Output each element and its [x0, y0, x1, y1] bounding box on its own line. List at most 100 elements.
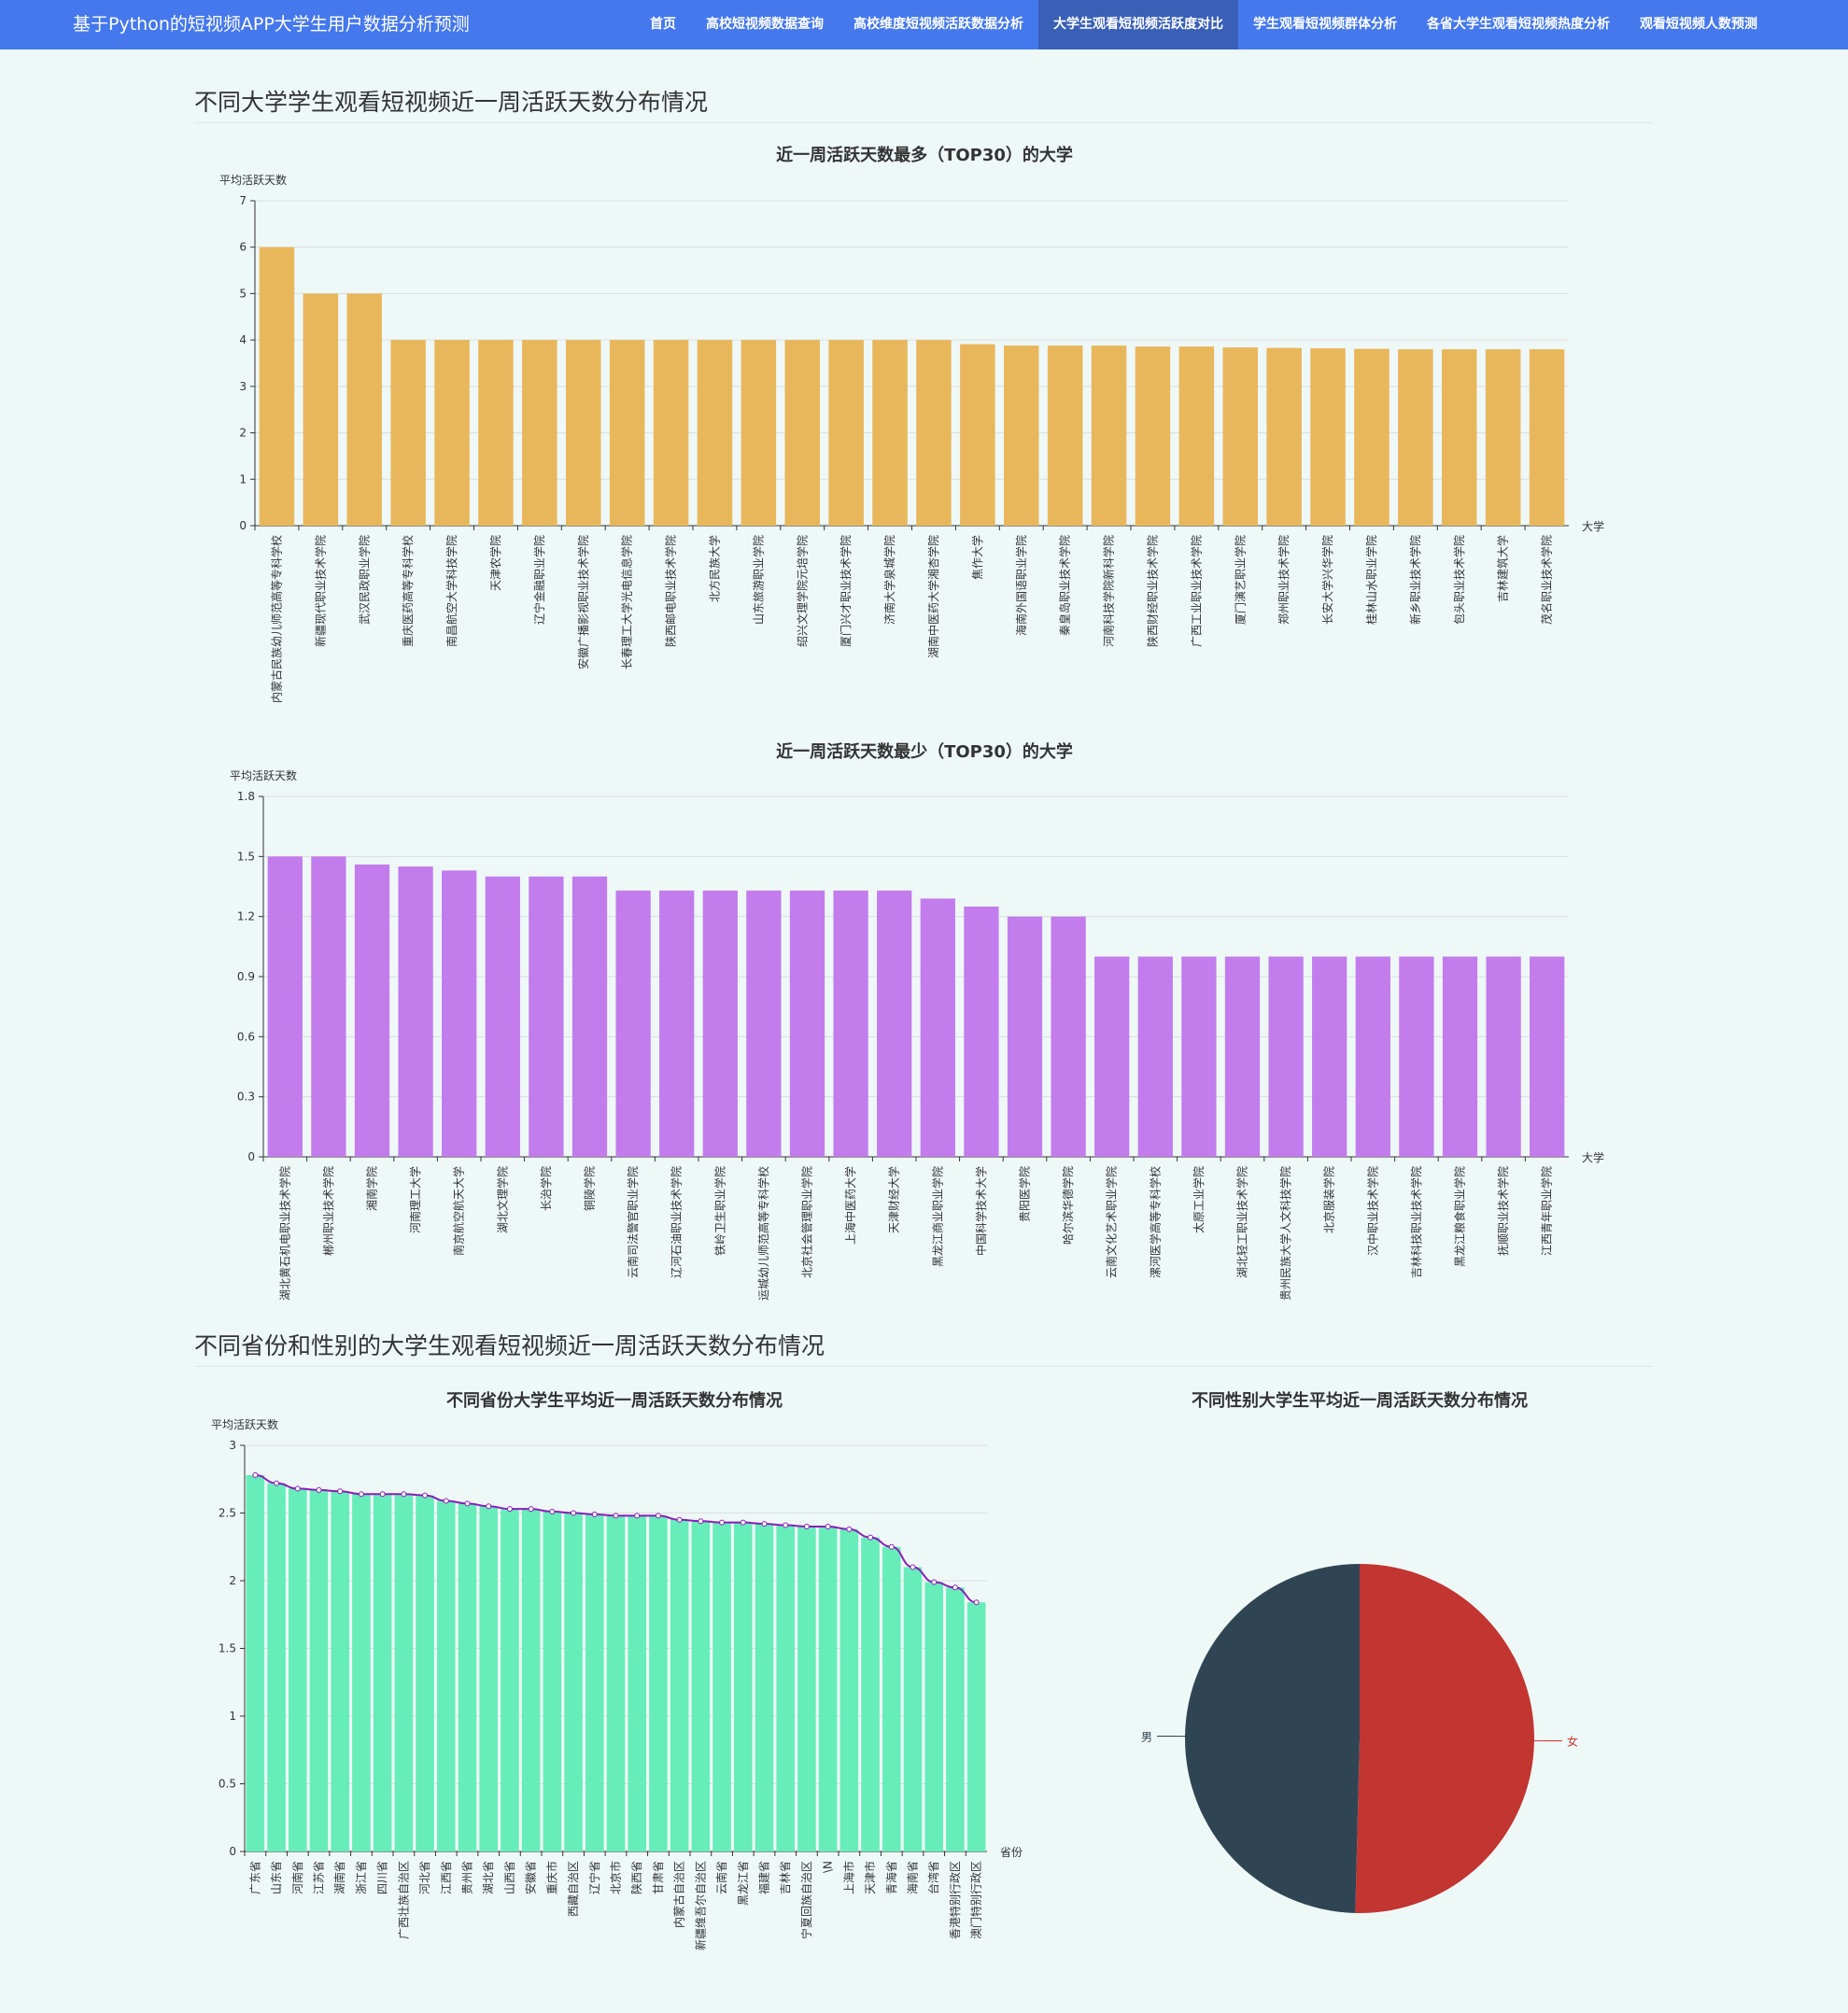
bar[interactable]	[331, 1491, 349, 1851]
bar[interactable]	[741, 340, 777, 526]
bar[interactable]	[394, 1494, 414, 1851]
bar[interactable]	[746, 890, 782, 1157]
bar[interactable]	[416, 1495, 434, 1851]
bar[interactable]	[697, 340, 733, 526]
bar[interactable]	[1266, 347, 1302, 526]
bar[interactable]	[1485, 349, 1521, 526]
bar[interactable]	[267, 1483, 286, 1851]
nav-item[interactable]: 高校短视频数据查询	[706, 17, 824, 32]
line-point[interactable]	[506, 1506, 513, 1513]
bar[interactable]	[585, 1513, 604, 1851]
bar[interactable]	[789, 890, 825, 1157]
bar[interactable]	[564, 1513, 583, 1852]
line-point[interactable]	[931, 1579, 938, 1585]
bar[interactable]	[903, 1567, 923, 1852]
line-point[interactable]	[825, 1524, 831, 1529]
bar[interactable]	[1224, 956, 1261, 1157]
line-point[interactable]	[549, 1509, 556, 1515]
bar[interactable]	[1268, 956, 1304, 1157]
bar[interactable]	[529, 876, 564, 1157]
bar[interactable]	[352, 1494, 371, 1851]
bar[interactable]	[653, 340, 689, 526]
bar[interactable]	[289, 1488, 307, 1851]
bar[interactable]	[1354, 348, 1390, 526]
bar[interactable]	[691, 1521, 711, 1851]
bar[interactable]	[571, 876, 608, 1157]
bar[interactable]	[924, 1582, 943, 1851]
bar[interactable]	[354, 864, 390, 1157]
bar[interactable]	[309, 1489, 329, 1851]
bar[interactable]	[839, 1528, 859, 1851]
bar[interactable]	[964, 906, 999, 1157]
line-point[interactable]	[846, 1526, 853, 1532]
bar[interactable]	[628, 1515, 646, 1851]
line-point[interactable]	[740, 1519, 746, 1526]
bar[interactable]	[712, 1522, 731, 1851]
bar[interactable]	[861, 1537, 880, 1851]
line-point[interactable]	[591, 1511, 598, 1517]
bar[interactable]	[920, 898, 955, 1157]
bar[interactable]	[784, 340, 821, 526]
bar[interactable]	[543, 1512, 562, 1851]
line-point[interactable]	[379, 1491, 386, 1498]
bar[interactable]	[267, 856, 303, 1157]
bar[interactable]	[960, 344, 995, 526]
bar[interactable]	[522, 340, 557, 526]
bar[interactable]	[373, 1494, 392, 1851]
bar[interactable]	[609, 340, 645, 526]
bar[interactable]	[1398, 349, 1433, 526]
bar[interactable]	[828, 340, 864, 526]
bar[interactable]	[521, 1509, 541, 1851]
bar[interactable]	[734, 1522, 753, 1851]
line-point[interactable]	[613, 1513, 619, 1519]
bar[interactable]	[755, 1524, 774, 1851]
bar[interactable]	[458, 1503, 477, 1851]
line-point[interactable]	[337, 1488, 344, 1495]
bar[interactable]	[1310, 348, 1346, 526]
bar[interactable]	[966, 1602, 986, 1851]
line-point[interactable]	[803, 1524, 810, 1529]
bar[interactable]	[872, 340, 908, 526]
bar[interactable]	[649, 1515, 668, 1851]
bar[interactable]	[1222, 347, 1259, 526]
bar[interactable]	[303, 293, 339, 526]
line-point[interactable]	[761, 1521, 768, 1527]
line-point[interactable]	[698, 1518, 704, 1525]
bar[interactable]	[1003, 345, 1039, 526]
bar[interactable]	[442, 870, 477, 1157]
line-point[interactable]	[719, 1519, 726, 1526]
line-point[interactable]	[676, 1516, 683, 1523]
bar[interactable]	[1137, 956, 1173, 1157]
nav-item[interactable]: 学生观看短视频群体分析	[1253, 17, 1397, 32]
bar[interactable]	[398, 866, 433, 1157]
bar[interactable]	[833, 890, 868, 1157]
bar[interactable]	[1486, 956, 1521, 1157]
line-point[interactable]	[358, 1491, 364, 1498]
nav-item[interactable]: 大学生观看短视频活跃度对比	[1038, 0, 1238, 49]
line-point[interactable]	[422, 1492, 429, 1499]
line-point[interactable]	[952, 1584, 958, 1591]
line-point[interactable]	[571, 1510, 577, 1516]
nav-item[interactable]: 首页	[650, 17, 676, 32]
bar[interactable]	[346, 293, 383, 526]
line-point[interactable]	[486, 1503, 492, 1510]
bar[interactable]	[479, 1506, 498, 1851]
nav-item[interactable]: 各省大学生观看短视频热度分析	[1427, 17, 1610, 32]
line-point[interactable]	[252, 1471, 259, 1478]
line-point[interactable]	[274, 1480, 280, 1486]
line-point[interactable]	[401, 1491, 407, 1498]
bar[interactable]	[1007, 916, 1043, 1157]
bar[interactable]	[1355, 956, 1390, 1157]
pie-slice[interactable]	[1355, 1564, 1535, 1913]
bar[interactable]	[606, 1515, 626, 1851]
bar[interactable]	[1312, 956, 1347, 1157]
nav-item[interactable]: 观看短视频人数预测	[1640, 17, 1757, 32]
bar[interactable]	[615, 890, 651, 1157]
line-point[interactable]	[973, 1599, 980, 1606]
line-point[interactable]	[910, 1564, 916, 1570]
bar[interactable]	[797, 1527, 816, 1851]
line-point[interactable]	[655, 1513, 661, 1519]
bar[interactable]	[1399, 956, 1434, 1157]
bar[interactable]	[246, 1474, 265, 1851]
bar[interactable]	[311, 856, 346, 1157]
